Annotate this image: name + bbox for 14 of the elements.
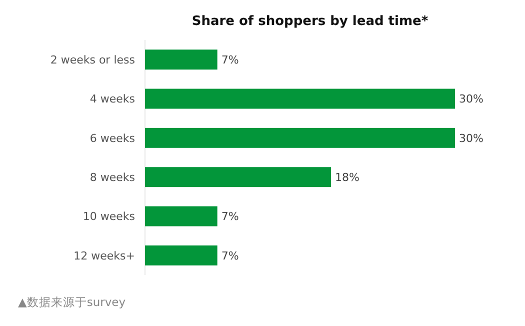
data-label: 7%: [221, 210, 239, 224]
y-tick-label: 4 weeks: [90, 92, 136, 106]
data-label: 30%: [459, 132, 484, 145]
y-tick-label: 6 weeks: [90, 132, 136, 145]
data-label: 30%: [459, 92, 484, 106]
y-tick-label: 10 weeks: [82, 210, 136, 224]
text: ▲数据来源于survey: [18, 295, 126, 309]
y-tick-label: 12 weeks+: [74, 249, 135, 262]
y-tick-label: 8 weeks: [90, 170, 136, 184]
chart-title: Share of shoppers by lead time*: [192, 14, 428, 29]
y-tick-label: 2 weeks or less: [50, 53, 136, 66]
data-label: 18%: [335, 170, 360, 184]
data-label: 7%: [221, 249, 239, 262]
data-label: 7%: [221, 53, 239, 66]
